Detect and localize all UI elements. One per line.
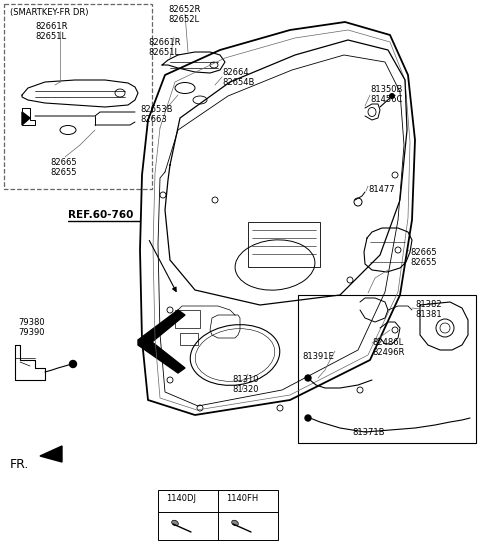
Text: REF.60-760: REF.60-760 [68,210,133,220]
Text: 81391E: 81391E [302,352,334,361]
Text: 82651L: 82651L [148,48,179,57]
Ellipse shape [172,520,178,526]
Text: 81382: 81382 [415,300,442,309]
Text: 82665: 82665 [410,248,437,257]
Text: 81381: 81381 [415,310,442,319]
Text: 82663: 82663 [140,115,167,124]
Text: FR.: FR. [10,458,29,471]
Text: 81371B: 81371B [352,428,384,437]
Bar [4,4,152,189]
Bar [180,333,198,345]
Text: (SMARTKEY-FR DR): (SMARTKEY-FR DR) [10,8,88,17]
Circle shape [305,415,311,421]
Circle shape [70,360,76,368]
Circle shape [305,375,311,381]
Bar [158,490,278,540]
Text: 82651L: 82651L [35,32,66,41]
Text: 82664: 82664 [222,68,249,77]
Text: 1140FH: 1140FH [226,494,258,503]
Text: 79380: 79380 [18,318,45,327]
Text: 82655: 82655 [50,168,76,177]
Text: 82486L: 82486L [372,338,403,347]
Bar [175,310,200,328]
Bar [248,222,320,267]
Text: 81477: 81477 [368,185,395,194]
Text: 81320: 81320 [232,385,259,394]
Polygon shape [138,310,185,373]
Text: 82661R: 82661R [35,22,68,31]
Text: 82655: 82655 [410,258,436,267]
Text: 82652R: 82652R [168,5,200,14]
Text: 79390: 79390 [18,328,45,337]
Text: 81310: 81310 [232,375,259,384]
Circle shape [389,93,395,99]
Text: 82496R: 82496R [372,348,404,357]
Ellipse shape [232,520,238,526]
Bar [298,295,476,443]
Text: 82652L: 82652L [168,15,199,24]
Polygon shape [22,112,30,125]
Text: 81350B: 81350B [370,85,402,94]
Polygon shape [40,446,62,462]
Text: 82653B: 82653B [140,105,172,114]
Text: 82665: 82665 [50,158,77,167]
Text: 81456C: 81456C [370,95,402,104]
Text: 82654B: 82654B [222,78,254,87]
Text: 82661R: 82661R [148,38,180,47]
Text: 1140DJ: 1140DJ [166,494,196,503]
